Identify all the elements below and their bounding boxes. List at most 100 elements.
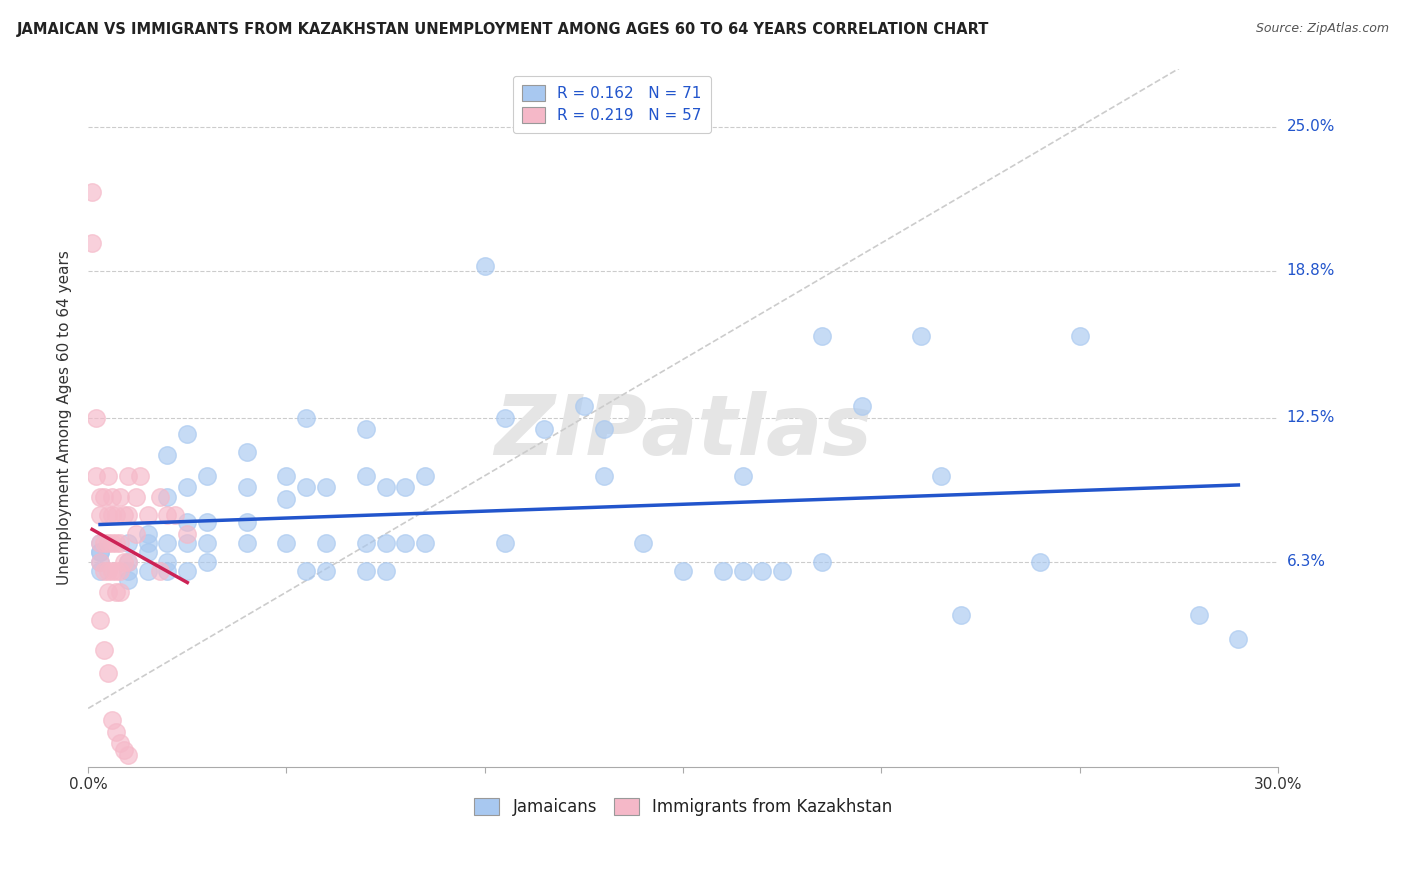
Point bbox=[112, 508, 135, 523]
Point bbox=[108, 736, 131, 750]
Point bbox=[136, 564, 159, 578]
Point bbox=[84, 410, 107, 425]
Point bbox=[89, 545, 111, 559]
Point bbox=[236, 445, 259, 459]
Point bbox=[633, 536, 655, 550]
Point bbox=[195, 536, 218, 550]
Point bbox=[117, 555, 139, 569]
Point bbox=[101, 508, 124, 523]
Point bbox=[533, 422, 555, 436]
Point bbox=[374, 480, 396, 494]
Point bbox=[93, 564, 115, 578]
Point bbox=[89, 555, 111, 569]
Point bbox=[195, 468, 218, 483]
Point bbox=[929, 468, 952, 483]
Point bbox=[101, 713, 124, 727]
Point bbox=[276, 536, 298, 550]
Point bbox=[672, 564, 695, 578]
Point bbox=[176, 480, 198, 494]
Point bbox=[176, 536, 198, 550]
Point bbox=[236, 515, 259, 529]
Point bbox=[295, 410, 318, 425]
Point bbox=[117, 564, 139, 578]
Point bbox=[117, 747, 139, 762]
Point bbox=[93, 536, 115, 550]
Point bbox=[315, 564, 337, 578]
Point bbox=[176, 515, 198, 529]
Point bbox=[108, 490, 131, 504]
Text: 12.5%: 12.5% bbox=[1286, 410, 1334, 425]
Point bbox=[93, 643, 115, 657]
Point bbox=[751, 564, 773, 578]
Point bbox=[176, 564, 198, 578]
Point bbox=[156, 564, 179, 578]
Point bbox=[89, 490, 111, 504]
Point bbox=[89, 508, 111, 523]
Point bbox=[592, 468, 614, 483]
Point bbox=[1227, 632, 1250, 646]
Point bbox=[104, 536, 127, 550]
Point bbox=[276, 468, 298, 483]
Point bbox=[374, 564, 396, 578]
Point bbox=[136, 508, 159, 523]
Point bbox=[949, 608, 972, 623]
Point bbox=[104, 724, 127, 739]
Point bbox=[494, 536, 516, 550]
Point bbox=[1069, 329, 1091, 343]
Point bbox=[156, 490, 179, 504]
Point bbox=[176, 527, 198, 541]
Point bbox=[572, 399, 595, 413]
Text: 6.3%: 6.3% bbox=[1286, 554, 1326, 569]
Point bbox=[101, 564, 124, 578]
Point bbox=[125, 490, 148, 504]
Point bbox=[104, 585, 127, 599]
Point bbox=[117, 508, 139, 523]
Point bbox=[104, 564, 127, 578]
Point bbox=[148, 490, 170, 504]
Point bbox=[156, 508, 179, 523]
Point bbox=[97, 508, 120, 523]
Point bbox=[89, 564, 111, 578]
Point bbox=[236, 480, 259, 494]
Point bbox=[354, 468, 377, 483]
Point bbox=[195, 555, 218, 569]
Point bbox=[89, 536, 111, 550]
Point bbox=[494, 410, 516, 425]
Point bbox=[82, 185, 104, 199]
Point bbox=[108, 536, 131, 550]
Point bbox=[811, 555, 834, 569]
Point bbox=[108, 585, 131, 599]
Point bbox=[474, 260, 496, 274]
Point bbox=[195, 515, 218, 529]
Point bbox=[136, 536, 159, 550]
Point bbox=[711, 564, 734, 578]
Point bbox=[1029, 555, 1052, 569]
Point bbox=[236, 536, 259, 550]
Point bbox=[731, 468, 754, 483]
Point bbox=[354, 564, 377, 578]
Point bbox=[117, 555, 139, 569]
Point bbox=[1188, 608, 1211, 623]
Point bbox=[295, 480, 318, 494]
Point bbox=[315, 536, 337, 550]
Point bbox=[101, 490, 124, 504]
Point bbox=[156, 555, 179, 569]
Point bbox=[165, 508, 187, 523]
Point bbox=[354, 536, 377, 550]
Point bbox=[394, 480, 416, 494]
Point bbox=[413, 536, 436, 550]
Point bbox=[136, 527, 159, 541]
Text: Source: ZipAtlas.com: Source: ZipAtlas.com bbox=[1256, 22, 1389, 36]
Point bbox=[84, 468, 107, 483]
Point bbox=[156, 536, 179, 550]
Point bbox=[89, 536, 111, 550]
Point bbox=[354, 422, 377, 436]
Text: 18.8%: 18.8% bbox=[1286, 263, 1334, 278]
Point bbox=[97, 536, 120, 550]
Point bbox=[148, 564, 170, 578]
Text: 25.0%: 25.0% bbox=[1286, 120, 1334, 134]
Y-axis label: Unemployment Among Ages 60 to 64 years: Unemployment Among Ages 60 to 64 years bbox=[58, 250, 72, 585]
Point bbox=[176, 426, 198, 441]
Point bbox=[731, 564, 754, 578]
Point bbox=[315, 480, 337, 494]
